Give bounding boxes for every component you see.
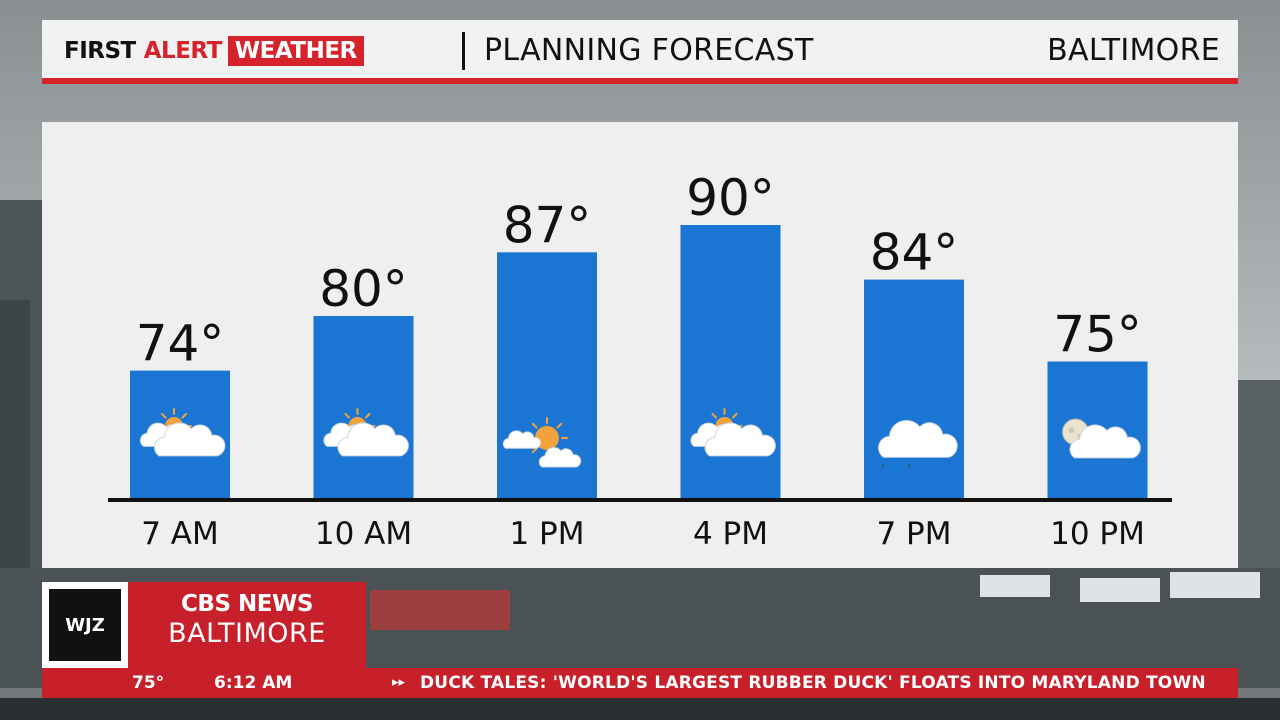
header-bar: FIRST ALERT WEATHER PLANNING FORECAST BA… bbox=[42, 20, 1238, 84]
partly-sunny-icon bbox=[690, 408, 776, 457]
news-ticker: 75° 6:12 AM ▸▸ DUCK TALES: 'WORLD'S LARG… bbox=[42, 668, 1238, 698]
value-label-0: 74° bbox=[136, 315, 225, 373]
location-label: BALTIMORE bbox=[1047, 33, 1220, 68]
cloudy-icon bbox=[878, 420, 958, 469]
value-label-2: 87° bbox=[503, 196, 592, 254]
brand-logo: FIRST ALERT WEATHER bbox=[64, 35, 364, 67]
category-label-3: 4 PM bbox=[693, 516, 768, 552]
bar-1 bbox=[313, 316, 414, 498]
header-divider bbox=[462, 32, 465, 70]
station-call-letters: WJZ bbox=[49, 589, 121, 661]
brand-first-text: FIRST bbox=[64, 38, 136, 64]
category-label-0: 7 AM bbox=[141, 516, 219, 552]
category-label-2: 1 PM bbox=[509, 516, 584, 552]
bar-4 bbox=[864, 279, 964, 498]
partly-sunny-icon bbox=[323, 408, 409, 457]
ticker-headline: DUCK TALES: 'WORLD'S LARGEST RUBBER DUCK… bbox=[420, 673, 1206, 693]
value-label-3: 90° bbox=[686, 169, 775, 227]
ticker-arrow-icon: ▸▸ bbox=[392, 675, 406, 690]
station-logo: WJZ bbox=[42, 582, 128, 668]
category-label-4: 7 PM bbox=[876, 516, 951, 552]
value-label-5: 75° bbox=[1053, 306, 1142, 364]
ticker-time: 6:12 AM bbox=[214, 673, 293, 693]
forecast-panel: 74° 7 AM 80° 10 AM 87° 1 PM 90° 4 PM 84° 7 PM 75° 1… bbox=[42, 122, 1238, 568]
brand-alert-text: ALERT bbox=[143, 38, 223, 64]
network-logo: CBS NEWS BALTIMORE bbox=[128, 582, 366, 668]
value-label-4: 84° bbox=[870, 224, 959, 282]
category-label-1: 10 AM bbox=[315, 516, 412, 552]
category-label-5: 10 PM bbox=[1050, 516, 1145, 552]
value-label-1: 80° bbox=[319, 260, 408, 318]
brand-weather-text: WEATHER bbox=[227, 36, 364, 66]
partly-cloudy-night-icon bbox=[1062, 418, 1141, 459]
bar-3 bbox=[680, 225, 781, 498]
network-name: CBS NEWS bbox=[181, 591, 313, 617]
mostly-sunny-icon bbox=[502, 417, 582, 468]
network-city: BALTIMORE bbox=[168, 618, 326, 649]
forecast-bar-chart: 74° 7 AM 80° 10 AM 87° 1 PM 90° 4 PM 84° 7 PM 75° 1… bbox=[108, 169, 1172, 552]
page-title: PLANNING FORECAST bbox=[484, 33, 814, 68]
partly-sunny-icon bbox=[139, 408, 226, 457]
ticker-temperature: 75° bbox=[132, 673, 165, 693]
